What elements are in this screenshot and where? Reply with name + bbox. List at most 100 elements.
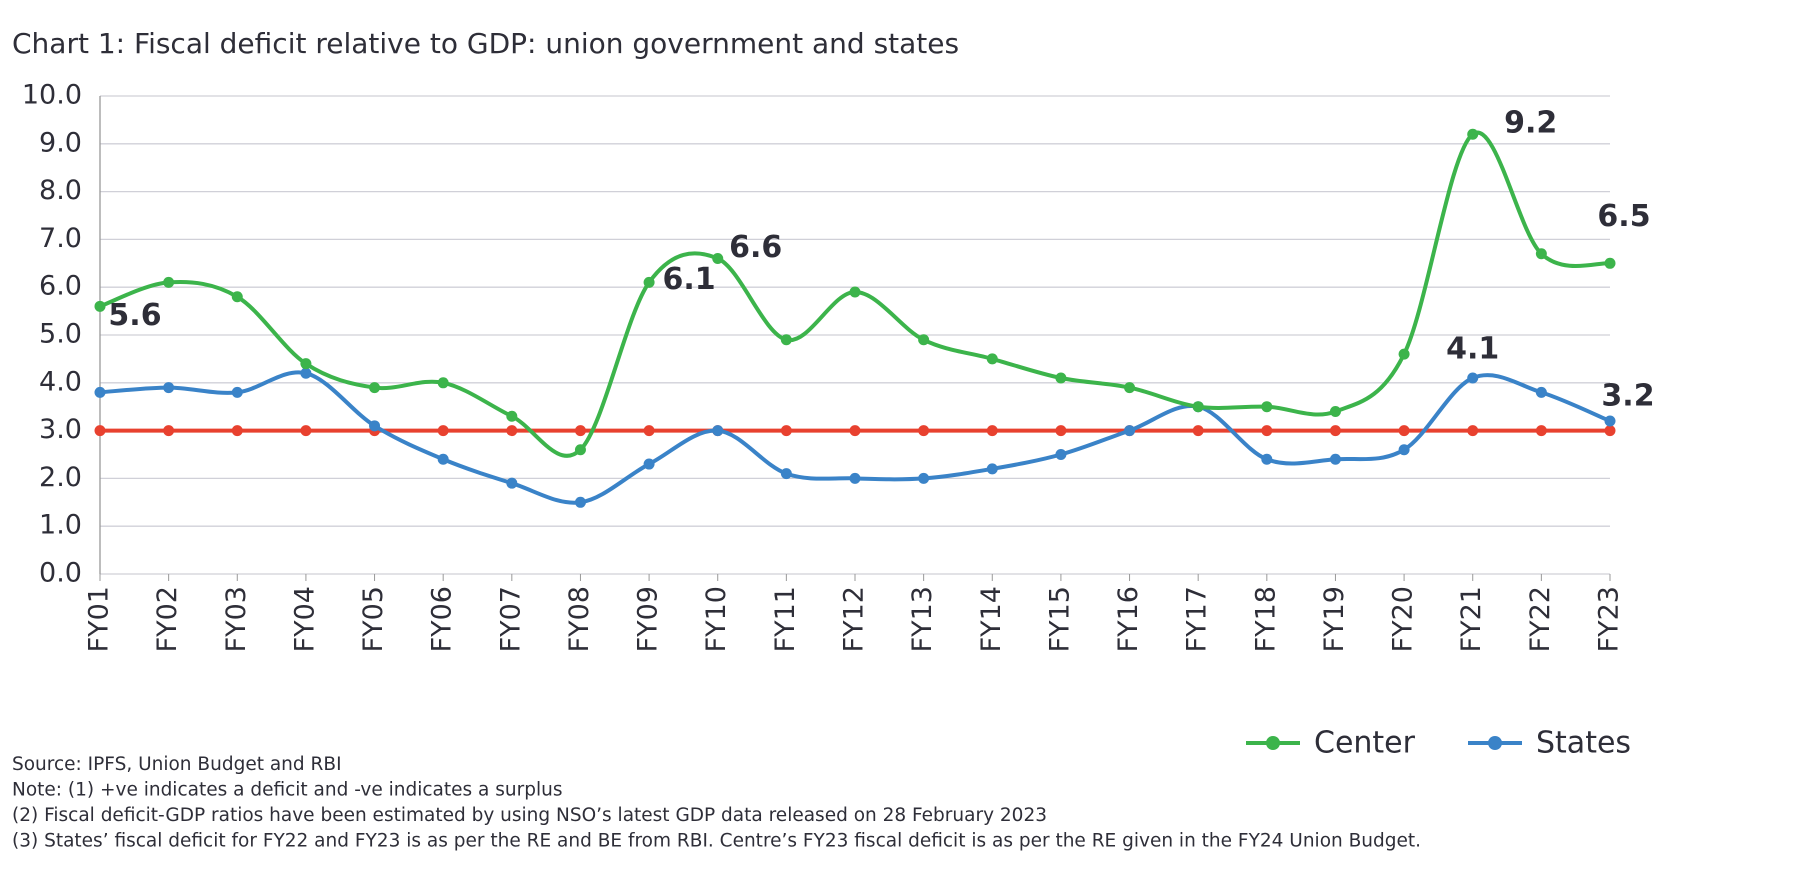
x-tick-label: FY14 — [976, 586, 1007, 652]
point — [1535, 248, 1547, 260]
point — [1604, 257, 1616, 269]
point — [574, 425, 586, 437]
y-tick-label: 1.0 — [39, 510, 82, 541]
x-tick-label: FY21 — [1456, 586, 1487, 652]
point — [780, 425, 792, 437]
point — [1192, 401, 1204, 413]
point — [437, 453, 449, 465]
data-label: 5.6 — [108, 298, 161, 333]
point — [94, 300, 106, 312]
point — [643, 425, 655, 437]
point — [1535, 425, 1547, 437]
y-tick-label: 5.0 — [39, 319, 82, 350]
x-tick-label: FY23 — [1594, 586, 1625, 652]
x-tick-label: FY05 — [358, 586, 389, 652]
point — [1329, 453, 1341, 465]
point — [1398, 425, 1410, 437]
point — [1604, 425, 1616, 437]
y-tick-label: 10.0 — [22, 80, 82, 111]
point — [506, 410, 518, 422]
point — [1467, 425, 1479, 437]
point — [712, 425, 724, 437]
legend-label: States — [1536, 726, 1631, 761]
data-label: 6.1 — [663, 262, 716, 297]
data-label: 9.2 — [1504, 106, 1557, 141]
point — [300, 425, 312, 437]
y-tick-label: 6.0 — [39, 271, 82, 302]
y-tick-label: 4.0 — [39, 366, 82, 397]
point — [163, 425, 175, 437]
point — [849, 286, 861, 298]
point — [163, 276, 175, 288]
point — [1535, 386, 1547, 398]
point — [94, 425, 106, 437]
point — [1055, 425, 1067, 437]
point — [437, 425, 449, 437]
x-tick-label: FY18 — [1250, 586, 1281, 652]
y-tick-label: 2.0 — [39, 462, 82, 493]
x-tick-label: FY07 — [495, 586, 526, 652]
y-tick-label: 7.0 — [39, 223, 82, 254]
point — [1261, 453, 1273, 465]
point — [918, 425, 930, 437]
point — [849, 472, 861, 484]
point — [1124, 382, 1136, 394]
y-tick-label: 9.0 — [39, 127, 82, 158]
note: Source: IPFS, Union Budget and RBI — [12, 754, 342, 775]
point — [369, 420, 381, 432]
point — [1261, 401, 1273, 413]
point — [1467, 372, 1479, 384]
point — [643, 276, 655, 288]
x-tick-label: FY09 — [633, 586, 664, 652]
x-tick-label: FY22 — [1525, 586, 1556, 652]
point — [986, 353, 998, 365]
x-tick-label: FY17 — [1182, 586, 1213, 652]
y-tick-label: 3.0 — [39, 414, 82, 445]
data-label: 6.6 — [729, 230, 782, 265]
x-tick-label: FY08 — [564, 586, 595, 652]
point — [986, 463, 998, 475]
point — [918, 334, 930, 346]
legend-marker — [1266, 736, 1280, 750]
x-tick-label: FY19 — [1319, 586, 1350, 652]
x-tick-label: FY04 — [289, 586, 320, 652]
note: (3) States’ fiscal deficit for FY22 and … — [12, 831, 1421, 852]
point — [574, 496, 586, 508]
y-tick-label: 8.0 — [39, 175, 82, 206]
chart-title: Chart 1: Fiscal deficit relative to GDP:… — [12, 27, 959, 60]
legend-marker — [1488, 736, 1502, 750]
point — [643, 458, 655, 470]
data-label: 4.1 — [1446, 332, 1499, 367]
x-tick-label: FY12 — [839, 586, 870, 652]
x-tick-label: FY02 — [152, 586, 183, 652]
legend-label: Center — [1314, 726, 1416, 761]
point — [849, 425, 861, 437]
point — [300, 358, 312, 370]
point — [1055, 449, 1067, 460]
point — [1261, 425, 1273, 437]
data-label: 6.5 — [1597, 199, 1650, 234]
point — [1329, 405, 1341, 417]
point — [1329, 425, 1341, 437]
point — [94, 386, 106, 398]
x-tick-label: FY03 — [221, 586, 252, 652]
point — [1398, 444, 1410, 456]
point — [231, 291, 243, 303]
point — [300, 367, 312, 379]
point — [1467, 128, 1479, 140]
note: (2) Fiscal deficit-GDP ratios have been … — [12, 805, 1047, 826]
x-tick-label: FY13 — [907, 586, 938, 652]
point — [1604, 415, 1616, 427]
point — [163, 382, 175, 394]
point — [918, 472, 930, 484]
point — [231, 425, 243, 437]
point — [986, 425, 998, 437]
point — [712, 253, 724, 265]
point — [506, 477, 518, 489]
point — [231, 386, 243, 398]
point — [574, 444, 586, 456]
point — [1124, 425, 1136, 437]
x-tick-label: FY16 — [1113, 586, 1144, 652]
note: Note: (1) +ve indicates a deficit and -v… — [12, 780, 562, 801]
